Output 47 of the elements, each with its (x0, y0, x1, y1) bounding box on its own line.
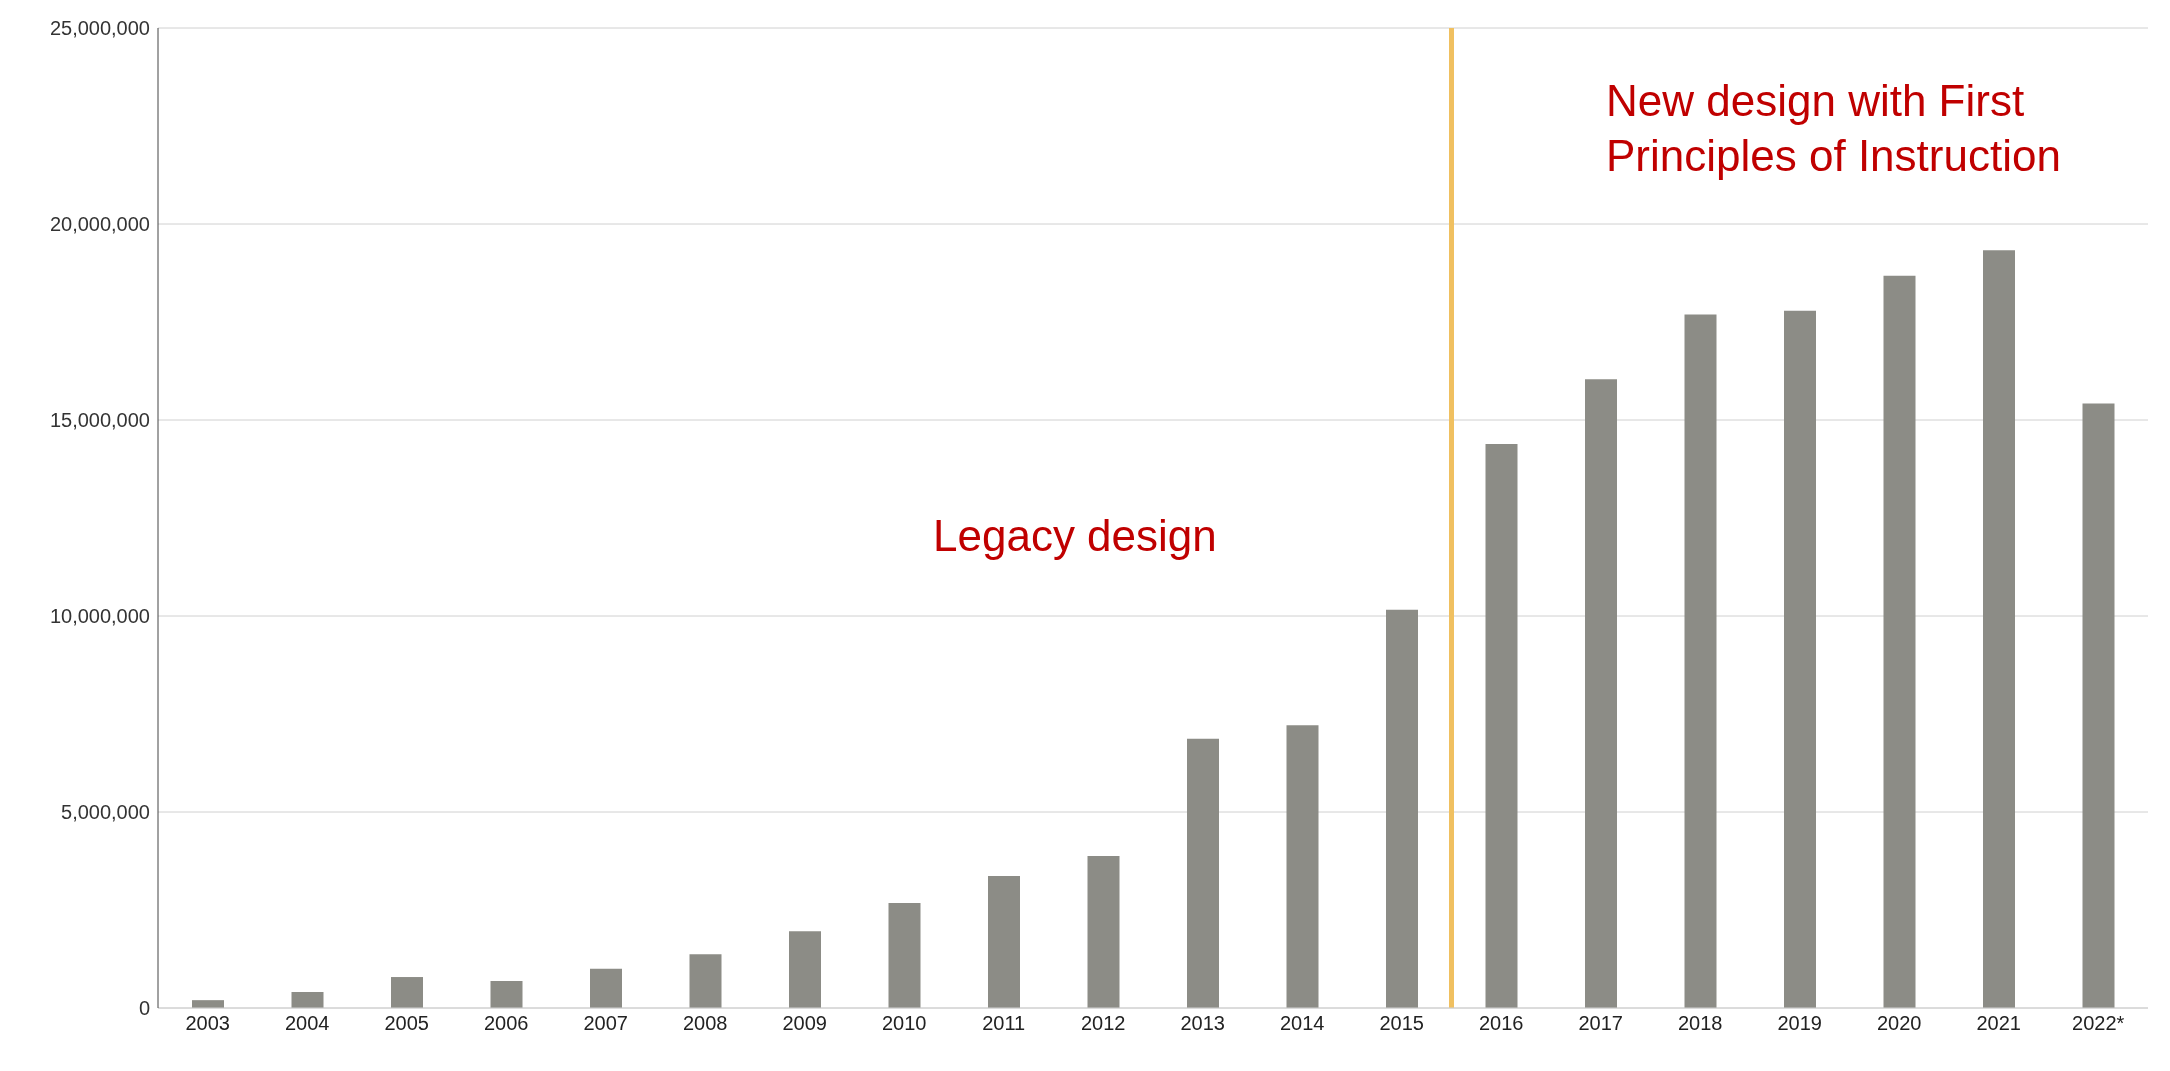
y-tick-label: 25,000,000 (49, 17, 150, 40)
x-tick-label: 2005 (384, 1012, 429, 1035)
y-tick-label: 10,000,000 (49, 605, 150, 628)
bar (1187, 738, 1219, 1008)
x-tick-label: 2016 (1479, 1012, 1524, 1035)
bar (291, 991, 324, 1008)
x-tick-label: 2003 (185, 1012, 230, 1035)
bar (1087, 855, 1120, 1008)
bar (689, 954, 722, 1008)
x-tick-label: 2019 (1777, 1012, 1822, 1035)
annotation: Legacy design (933, 510, 1218, 562)
y-tick-label: 15,000,000 (49, 409, 150, 432)
x-tick-label: 2017 (1578, 1012, 1623, 1035)
x-tick-label: 2006 (484, 1012, 529, 1035)
bar (1684, 314, 1717, 1008)
bar (490, 980, 523, 1008)
x-tick-label: 2012 (1081, 1012, 1126, 1035)
x-tick-label: 2020 (1877, 1012, 1922, 1035)
bar (1983, 250, 2015, 1008)
bar (1485, 443, 1518, 1008)
bar (888, 902, 921, 1008)
bar (988, 875, 1020, 1008)
bar (1386, 609, 1418, 1008)
x-tick-label: 2014 (1280, 1012, 1325, 1035)
x-tick-label: 2007 (583, 1012, 628, 1035)
x-tick-label: 2015 (1379, 1012, 1424, 1035)
bar (1286, 725, 1319, 1008)
x-tick-label: 2011 (982, 1012, 1026, 1035)
bar (391, 977, 423, 1008)
x-tick-label: 2010 (882, 1012, 927, 1035)
x-tick-label: 2008 (683, 1012, 728, 1035)
y-tick-label: 5,000,000 (61, 801, 150, 824)
x-tick-label: 2018 (1678, 1012, 1723, 1035)
bar (789, 931, 821, 1008)
bar (590, 968, 622, 1008)
bar (1883, 275, 1916, 1008)
bar (2082, 403, 2115, 1008)
y-tick-label: 0 (138, 997, 150, 1020)
annotation: New design with First Principles of Instruction (1606, 75, 2062, 182)
x-tick-label: 2009 (782, 1012, 827, 1035)
x-tick-label: 2013 (1180, 1012, 1225, 1035)
y-tick-label: 20,000,000 (49, 213, 150, 236)
x-tick-label: 2021 (1976, 1012, 2021, 1035)
bar (1585, 379, 1617, 1008)
bar (1784, 310, 1816, 1008)
x-tick-label: 2004 (285, 1012, 330, 1035)
x-tick-label: 2022* (2072, 1012, 2125, 1035)
